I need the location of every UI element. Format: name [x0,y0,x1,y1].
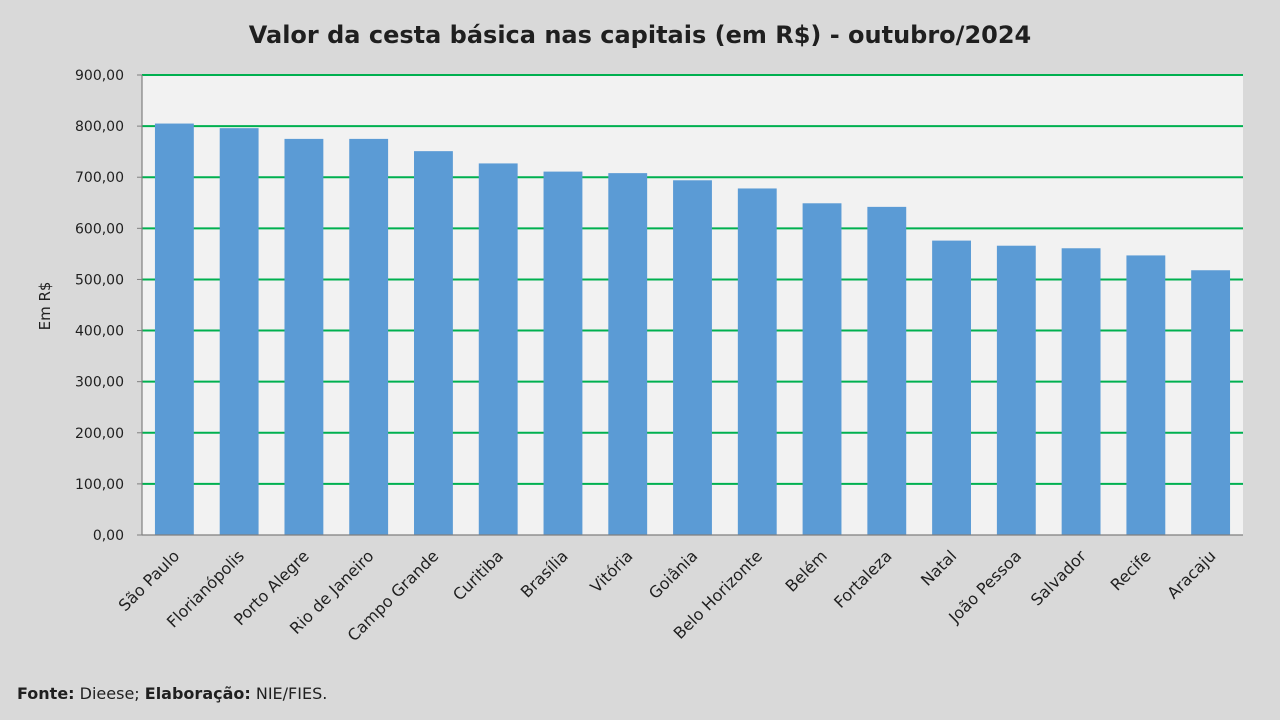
x-category-label: Aracaju [1163,546,1219,602]
y-tick-label: 800,00 [75,119,124,135]
bar [1061,248,1101,535]
axes [137,74,1243,536]
x-category-label: Recife [1107,546,1155,594]
bar [608,173,648,535]
source-label: Fonte: [17,684,75,703]
bar [154,123,194,536]
x-category-label: Belém [782,546,831,595]
bar [478,163,518,535]
bar [802,203,842,536]
x-category-label: Natal [917,546,960,589]
bar [349,138,389,535]
x-category-label: Brasília [517,546,572,601]
bar [1191,270,1231,535]
source-value: Dieese; [74,684,145,703]
bar [867,206,907,535]
y-tick-label: 100,00 [75,477,124,493]
bar [543,171,583,535]
elaboration-value: NIE/FIES. [250,684,328,703]
x-category-label: Curitiba [449,546,507,604]
bar [1126,255,1166,535]
x-category-label: Vitória [586,546,636,596]
x-category-label: Fortaleza [830,546,895,611]
y-tick-label: 900,00 [75,68,124,84]
bar [414,151,453,535]
y-tick-label: 500,00 [75,272,124,288]
y-tick-label: 400,00 [75,324,124,340]
y-tick-label: 700,00 [75,170,124,186]
y-tick-label: 0,00 [93,528,124,544]
bar [284,138,324,535]
bar [932,240,971,535]
source-note: Fonte: Dieese; Elaboração: NIE/FIES. [17,684,327,703]
bar [737,188,777,535]
bar [673,180,712,536]
x-category-label: São Paulo [115,546,184,615]
y-tick-label: 300,00 [75,375,124,391]
bars [154,123,1231,536]
x-category-label: Goiânia [645,546,701,602]
bar [996,245,1036,535]
y-tick-label: 200,00 [75,426,124,442]
y-tick-labels: 0,00 100,00 200,00 300,00 400,00 500,00 600,00… [75,68,124,544]
elaboration-label: Elaboração: [144,684,251,703]
x-category-label: Salvador [1027,546,1090,609]
chart-title: Valor da cesta básica nas capitais (em R… [249,21,1031,49]
bar [219,128,259,535]
y-tick-label: 600,00 [75,221,124,237]
y-axis-label: Em R$ [36,282,54,331]
